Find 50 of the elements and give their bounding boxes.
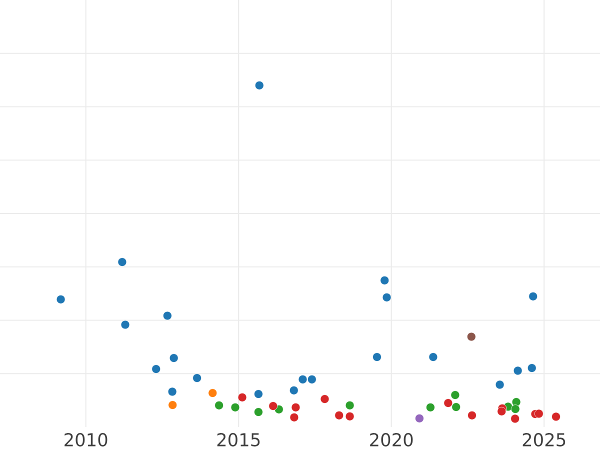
point <box>428 352 438 362</box>
point <box>152 364 161 374</box>
point <box>289 386 298 395</box>
point <box>345 412 354 421</box>
point <box>510 414 520 424</box>
point <box>372 352 382 362</box>
x-tick-label: 2015 <box>217 433 260 446</box>
point <box>426 402 435 412</box>
x-tick-label: 2020 <box>370 433 413 446</box>
point <box>238 392 247 402</box>
point <box>444 398 453 408</box>
point <box>162 311 172 320</box>
point <box>168 400 178 410</box>
point <box>254 80 264 90</box>
x-tick-label: 2010 <box>64 433 108 446</box>
point <box>290 412 299 422</box>
point <box>468 410 476 420</box>
point <box>208 388 218 398</box>
point <box>534 409 544 418</box>
point <box>120 320 130 330</box>
point <box>307 374 316 384</box>
point <box>414 414 424 423</box>
point <box>230 402 240 412</box>
point <box>513 366 522 376</box>
point <box>298 374 308 384</box>
point <box>56 294 66 304</box>
point <box>192 374 202 382</box>
point <box>320 394 330 404</box>
point <box>254 408 263 417</box>
point <box>118 258 127 267</box>
point <box>527 364 536 373</box>
point <box>382 292 392 302</box>
point <box>510 404 520 414</box>
point <box>552 412 560 422</box>
point <box>168 387 177 396</box>
point <box>528 292 538 301</box>
point <box>497 406 506 416</box>
point <box>268 402 278 411</box>
point <box>452 402 461 412</box>
x-tick-label: 2025 <box>522 433 566 446</box>
point <box>466 332 476 342</box>
point <box>254 390 263 399</box>
point <box>495 380 504 390</box>
point <box>334 410 344 420</box>
point <box>214 400 224 410</box>
point <box>291 402 300 412</box>
point <box>450 390 460 400</box>
point <box>380 276 390 285</box>
point <box>169 354 178 363</box>
point <box>345 400 354 410</box>
